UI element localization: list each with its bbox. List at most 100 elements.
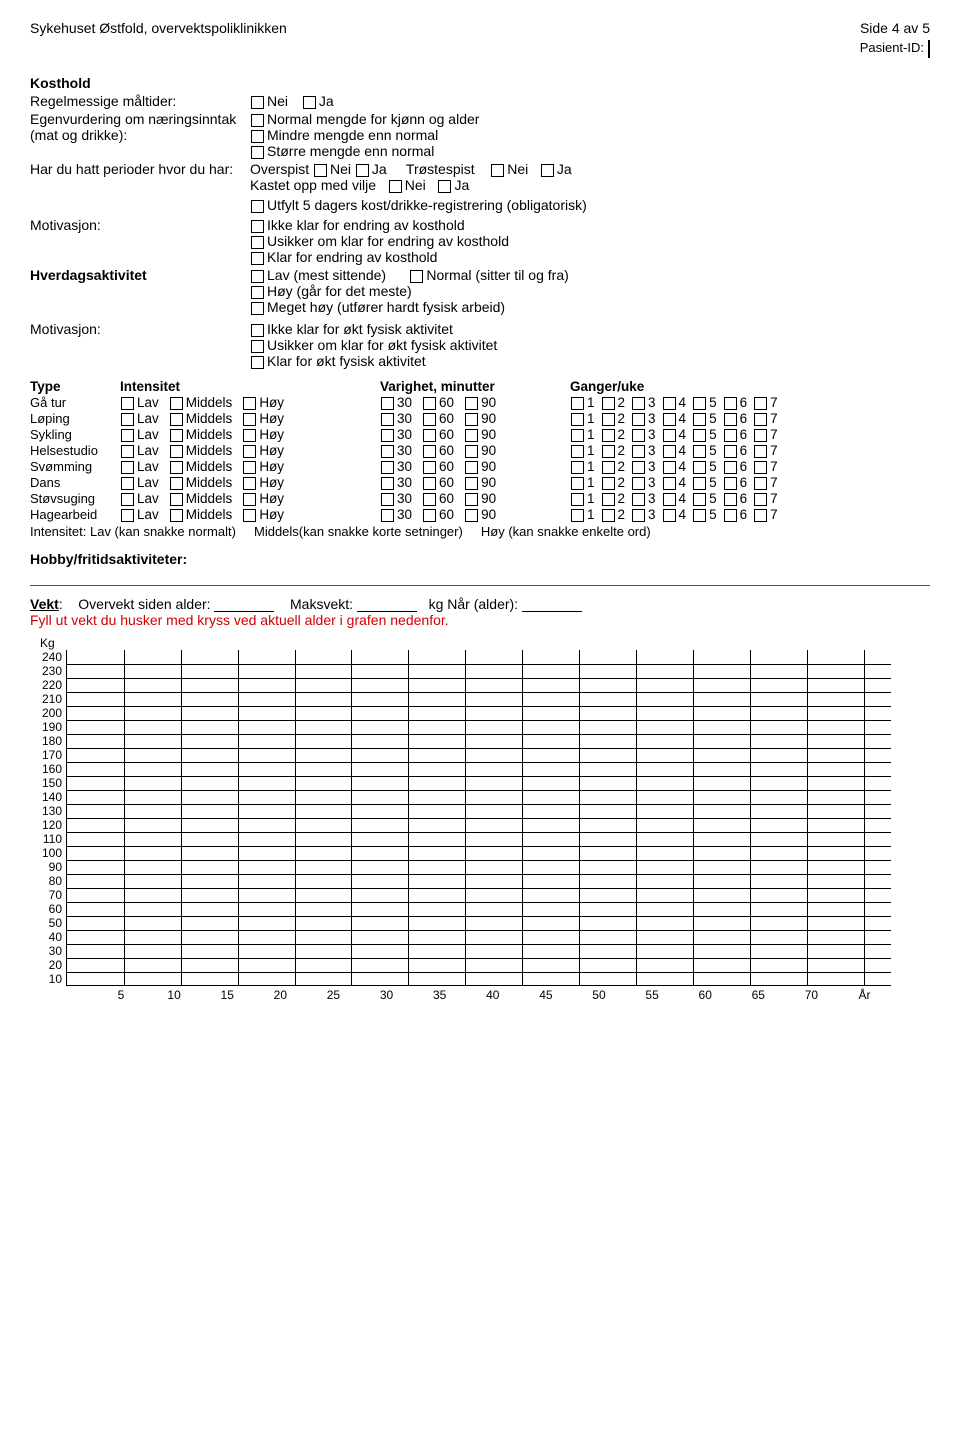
checkbox[interactable] xyxy=(251,96,264,109)
checkbox[interactable] xyxy=(571,397,584,410)
field-nar-alder[interactable] xyxy=(522,598,582,612)
checkbox[interactable] xyxy=(170,445,183,458)
checkbox[interactable] xyxy=(381,509,394,522)
checkbox[interactable] xyxy=(465,509,478,522)
checkbox[interactable] xyxy=(251,356,264,369)
checkbox[interactable] xyxy=(602,413,615,426)
checkbox[interactable] xyxy=(423,493,436,506)
checkbox[interactable] xyxy=(693,509,706,522)
checkbox[interactable] xyxy=(314,164,327,177)
checkbox[interactable] xyxy=(754,461,767,474)
checkbox[interactable] xyxy=(754,493,767,506)
checkbox[interactable] xyxy=(170,397,183,410)
checkbox[interactable] xyxy=(381,445,394,458)
checkbox[interactable] xyxy=(602,429,615,442)
checkbox[interactable] xyxy=(170,477,183,490)
checkbox[interactable] xyxy=(571,509,584,522)
checkbox[interactable] xyxy=(356,164,369,177)
patient-id-field[interactable] xyxy=(928,41,930,58)
checkbox[interactable] xyxy=(251,200,264,213)
checkbox[interactable] xyxy=(693,445,706,458)
checkbox[interactable] xyxy=(602,445,615,458)
checkbox[interactable] xyxy=(423,445,436,458)
checkbox[interactable] xyxy=(381,397,394,410)
checkbox[interactable] xyxy=(632,397,645,410)
checkbox[interactable] xyxy=(121,445,134,458)
checkbox[interactable] xyxy=(632,493,645,506)
checkbox[interactable] xyxy=(170,413,183,426)
checkbox[interactable] xyxy=(243,461,256,474)
checkbox[interactable] xyxy=(251,114,264,127)
checkbox[interactable] xyxy=(121,461,134,474)
checkbox[interactable] xyxy=(381,429,394,442)
checkbox[interactable] xyxy=(423,509,436,522)
checkbox[interactable] xyxy=(465,397,478,410)
checkbox[interactable] xyxy=(693,429,706,442)
checkbox[interactable] xyxy=(465,429,478,442)
checkbox[interactable] xyxy=(465,493,478,506)
checkbox[interactable] xyxy=(381,461,394,474)
checkbox[interactable] xyxy=(724,461,737,474)
checkbox[interactable] xyxy=(571,461,584,474)
checkbox[interactable] xyxy=(571,477,584,490)
checkbox[interactable] xyxy=(724,413,737,426)
checkbox[interactable] xyxy=(632,429,645,442)
checkbox[interactable] xyxy=(571,413,584,426)
checkbox[interactable] xyxy=(724,493,737,506)
checkbox[interactable] xyxy=(754,509,767,522)
checkbox[interactable] xyxy=(389,180,402,193)
checkbox[interactable] xyxy=(243,413,256,426)
checkbox[interactable] xyxy=(663,461,676,474)
checkbox[interactable] xyxy=(491,164,504,177)
checkbox[interactable] xyxy=(121,397,134,410)
checkbox[interactable] xyxy=(465,461,478,474)
checkbox[interactable] xyxy=(381,493,394,506)
checkbox[interactable] xyxy=(693,413,706,426)
checkbox[interactable] xyxy=(632,445,645,458)
checkbox[interactable] xyxy=(602,477,615,490)
checkbox[interactable] xyxy=(170,509,183,522)
checkbox[interactable] xyxy=(251,324,264,337)
checkbox[interactable] xyxy=(243,477,256,490)
checkbox[interactable] xyxy=(693,493,706,506)
checkbox[interactable] xyxy=(541,164,554,177)
checkbox[interactable] xyxy=(251,340,264,353)
checkbox[interactable] xyxy=(170,461,183,474)
checkbox[interactable] xyxy=(632,477,645,490)
checkbox[interactable] xyxy=(571,493,584,506)
checkbox[interactable] xyxy=(632,413,645,426)
checkbox[interactable] xyxy=(602,461,615,474)
checkbox[interactable] xyxy=(693,461,706,474)
checkbox[interactable] xyxy=(170,493,183,506)
checkbox[interactable] xyxy=(423,413,436,426)
checkbox[interactable] xyxy=(724,429,737,442)
checkbox[interactable] xyxy=(251,146,264,159)
checkbox[interactable] xyxy=(754,429,767,442)
checkbox[interactable] xyxy=(423,477,436,490)
checkbox[interactable] xyxy=(438,180,451,193)
checkbox[interactable] xyxy=(251,302,264,315)
checkbox[interactable] xyxy=(754,397,767,410)
checkbox[interactable] xyxy=(602,397,615,410)
checkbox[interactable] xyxy=(243,445,256,458)
checkbox[interactable] xyxy=(303,96,316,109)
checkbox[interactable] xyxy=(602,493,615,506)
checkbox[interactable] xyxy=(251,270,264,283)
checkbox[interactable] xyxy=(251,220,264,233)
checkbox[interactable] xyxy=(663,413,676,426)
checkbox[interactable] xyxy=(693,477,706,490)
checkbox[interactable] xyxy=(423,397,436,410)
checkbox[interactable] xyxy=(121,429,134,442)
checkbox[interactable] xyxy=(121,493,134,506)
checkbox[interactable] xyxy=(170,429,183,442)
checkbox[interactable] xyxy=(410,270,423,283)
checkbox[interactable] xyxy=(571,429,584,442)
checkbox[interactable] xyxy=(121,477,134,490)
checkbox[interactable] xyxy=(251,286,264,299)
checkbox[interactable] xyxy=(381,413,394,426)
checkbox[interactable] xyxy=(251,130,264,143)
checkbox[interactable] xyxy=(121,509,134,522)
checkbox[interactable] xyxy=(724,477,737,490)
checkbox[interactable] xyxy=(693,397,706,410)
checkbox[interactable] xyxy=(243,509,256,522)
